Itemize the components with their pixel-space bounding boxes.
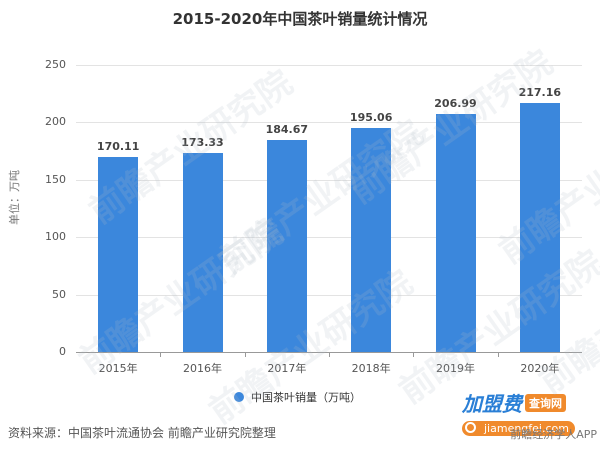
legend-marker-icon (234, 392, 244, 402)
logo-url: jiamengfei.com (462, 421, 575, 436)
bar-value-label: 206.99 (434, 97, 477, 111)
y-tick-label: 100 (45, 230, 66, 244)
bar[interactable] (98, 156, 139, 352)
bar-value-label: 173.33 (181, 136, 224, 150)
bar-value-label: 195.06 (349, 111, 393, 125)
y-tick-label: 250 (45, 58, 66, 71)
gridline (76, 237, 582, 239)
y-axis-label: 单位：万吨 (8, 170, 21, 225)
bar[interactable] (519, 102, 560, 352)
x-tick-mark (244, 352, 246, 357)
gridline (76, 122, 582, 124)
y-tick-label: 200 (45, 115, 66, 129)
x-tick-label: 2019年 (436, 362, 475, 375)
y-tick-label: 0 (59, 345, 66, 358)
logo-tag: 查询网 (525, 393, 566, 412)
bar-value-label: 184.67 (265, 122, 309, 136)
legend-label: 中国茶叶销量（万吨） (251, 391, 361, 404)
source-note: 资料来源：中国茶叶流通协会 前瞻产业研究院整理 (8, 426, 276, 440)
bar-value-label: 217.16 (518, 85, 562, 99)
chart-title: 2015-2020年中国茶叶销量统计情况 (172, 10, 428, 28)
bar-value-label: 170.11 (96, 139, 140, 153)
jiamengfei-logo: 加盟费 查询网 jiamengfei.com 前瞻经济学人APP (462, 388, 597, 444)
x-tick-label: 2017年 (267, 362, 307, 375)
gridline (76, 294, 582, 296)
logo-app-text: 前瞻经济学人APP (510, 428, 597, 441)
gridline (76, 65, 582, 66)
bar[interactable] (351, 128, 392, 352)
bar[interactable] (266, 139, 307, 352)
x-tick-label: 2018年 (351, 362, 391, 375)
bar[interactable] (435, 114, 476, 352)
logo-url-text: jiamengfei.com (484, 422, 569, 435)
legend: 中国茶叶销量（万吨） (234, 389, 361, 405)
x-tick-mark (329, 352, 330, 357)
watermark: 前瞻产业研究院 (392, 242, 600, 413)
x-tick-mark (497, 352, 499, 357)
bar[interactable] (182, 153, 223, 352)
gridline (76, 179, 582, 181)
x-tick-mark (413, 352, 415, 357)
x-tick-label: 2016年 (183, 362, 222, 375)
x-tick-mark (160, 352, 162, 357)
x-tick-label: 2015年 (98, 362, 138, 375)
y-tick-label: 50 (52, 287, 66, 301)
y-tick-label: 150 (45, 172, 66, 186)
x-tick-label: 2020年 (520, 362, 560, 375)
magnifier-icon (465, 422, 476, 433)
logo-brand: 加盟费 (462, 392, 522, 416)
